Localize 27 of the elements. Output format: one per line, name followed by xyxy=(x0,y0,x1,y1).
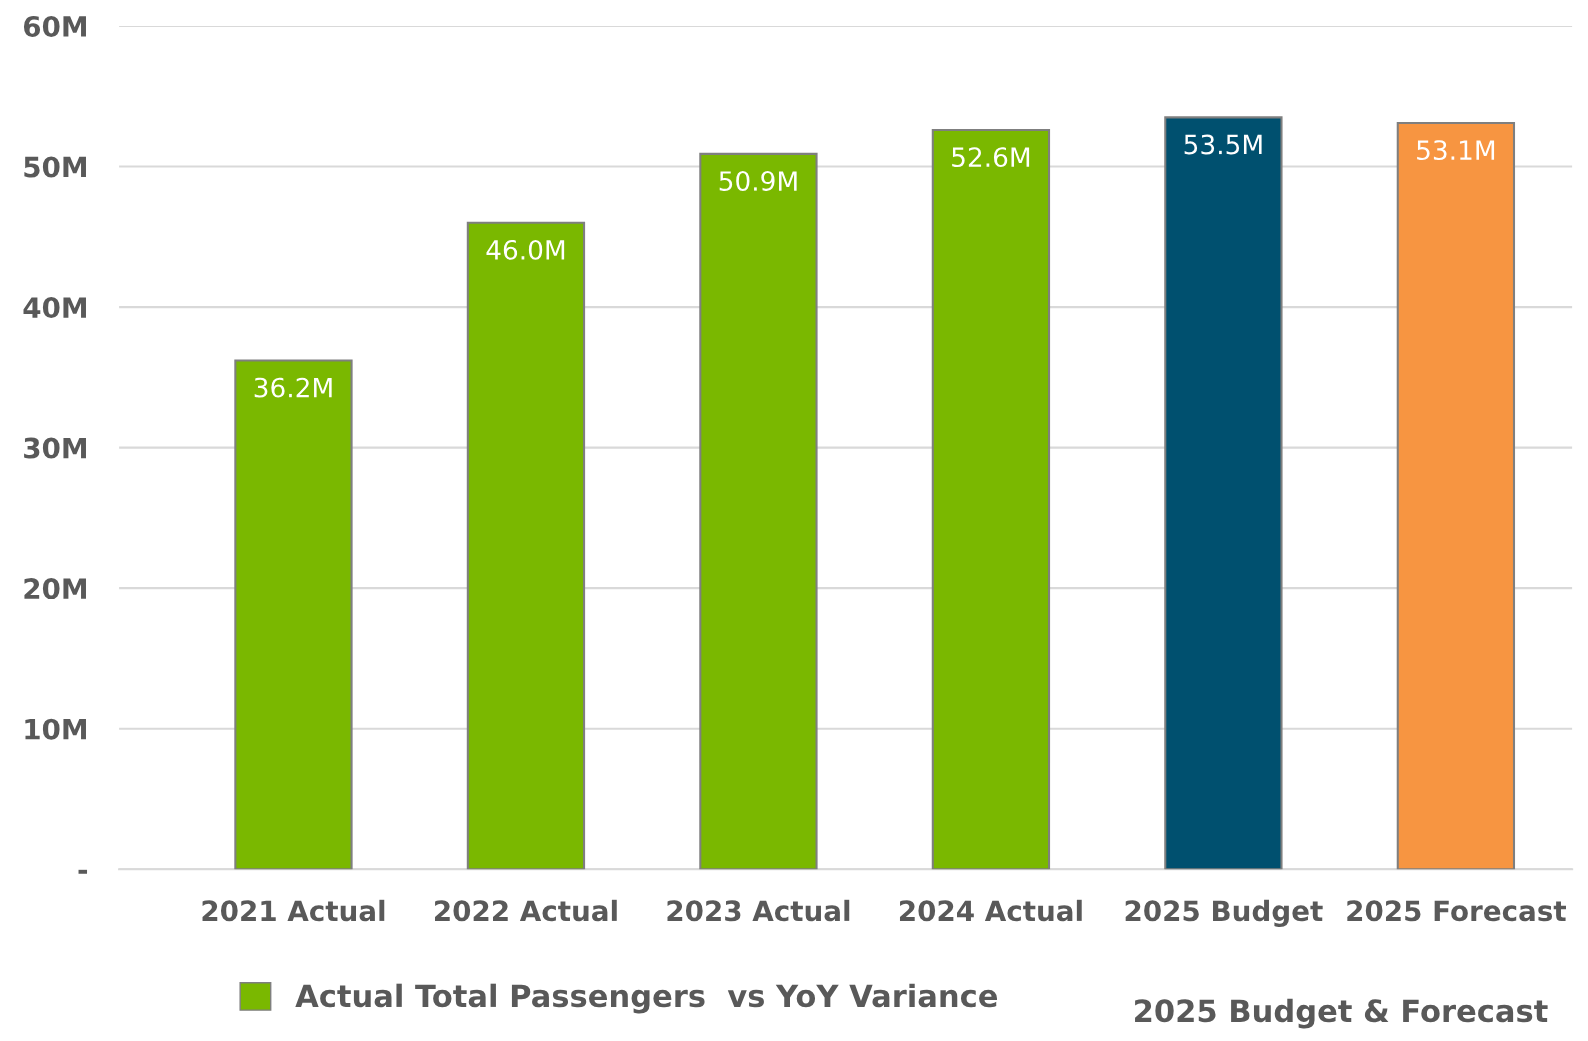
bar xyxy=(931,128,1051,870)
x-tick-label: 2024 Actual xyxy=(899,899,1082,922)
x-tick-label: 2021 Actual xyxy=(202,899,385,922)
data-label: 46.0M xyxy=(486,239,565,260)
y-tick-label: 10M xyxy=(25,718,86,740)
data-label: 53.1M xyxy=(1417,140,1495,161)
y-tick-label: 60M xyxy=(23,15,86,37)
bar xyxy=(234,359,353,870)
data-label: 53.5M xyxy=(1184,134,1262,155)
y-tick-label: 30M xyxy=(24,437,86,459)
x-tick-label: 2022 Actual xyxy=(435,899,617,922)
text: 2025 Budget & Forecast xyxy=(1135,998,1548,1029)
y-tick-label: 20M xyxy=(24,578,86,600)
x-tick-label: 2023 Actual xyxy=(667,899,850,922)
data-label: 36.2M xyxy=(254,377,332,398)
bar xyxy=(699,152,818,870)
data-label: 50.9M xyxy=(719,171,797,192)
bar xyxy=(466,221,586,870)
data-label: 52.6M xyxy=(952,147,1030,168)
legend-label: Actual Total Passengers vs YoY Variance xyxy=(295,983,998,1014)
y-tick-label: 40M xyxy=(23,297,86,319)
x-tick-label: 2025 Forecast xyxy=(1347,900,1566,922)
bar xyxy=(1164,116,1283,870)
bar xyxy=(1396,121,1516,870)
y-tick-label: 50M xyxy=(24,156,86,178)
y-tick-label: - xyxy=(78,869,88,874)
x-tick-label: 2025 Budget xyxy=(1125,899,1323,927)
